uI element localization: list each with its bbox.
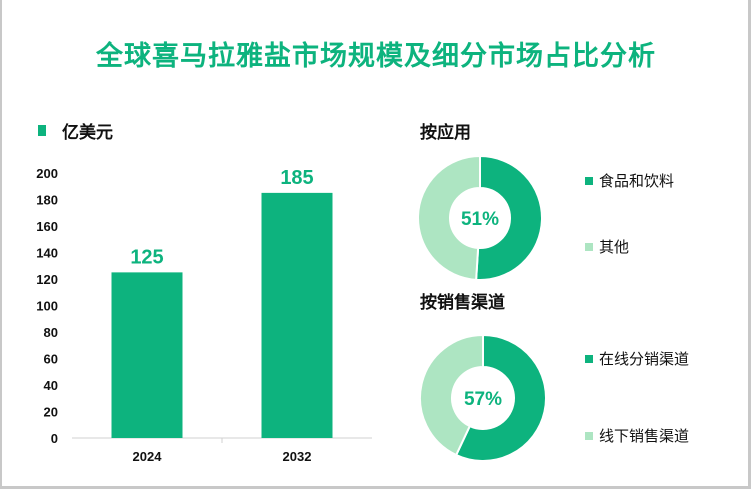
legend-label: 线下销售渠道 xyxy=(599,427,690,445)
donut-center-label: 57% xyxy=(464,389,502,410)
x-tick-label: 2032 xyxy=(283,449,312,464)
x-tick-label: 2024 xyxy=(133,449,163,464)
page-title: 全球喜马拉雅盐市场规模及细分市场占比分析 xyxy=(96,41,656,72)
donut-center-label: 51% xyxy=(461,209,499,230)
y-tick-label: 60 xyxy=(44,352,58,367)
bar xyxy=(261,192,333,438)
legend-swatch xyxy=(38,125,46,136)
donut-title-channel: 按销售渠道 xyxy=(420,293,505,313)
data-label: 125 xyxy=(130,246,163,268)
donut-slice xyxy=(475,154,543,281)
y-tick-label: 80 xyxy=(44,325,58,340)
legend-label: 其他 xyxy=(599,238,630,256)
y-tick-label: 20 xyxy=(44,405,58,420)
donut-slice xyxy=(417,154,481,281)
bar-legend: 亿美元 xyxy=(38,118,113,143)
y-tick-label: 160 xyxy=(36,219,58,234)
legend-item: 食品和饮料 xyxy=(585,170,674,191)
y-tick-label: 180 xyxy=(36,193,58,208)
donut-slice xyxy=(419,333,484,457)
legend-swatch xyxy=(585,431,593,440)
legend-item: 线下销售渠道 xyxy=(585,425,689,446)
legend-swatch xyxy=(585,354,593,363)
y-tick-label: 0 xyxy=(51,431,58,446)
donut-slice xyxy=(454,333,547,462)
bar xyxy=(111,272,183,438)
bar-legend-label: 亿美元 xyxy=(62,123,113,143)
y-tick-label: 100 xyxy=(36,299,58,314)
legend-item: 在线分销渠道 xyxy=(585,348,689,369)
legend-swatch xyxy=(585,242,593,251)
legend-swatch xyxy=(585,176,593,185)
data-label: 185 xyxy=(280,167,313,189)
legend-label: 食品和饮料 xyxy=(599,172,675,190)
legend-item: 其他 xyxy=(585,236,629,257)
y-tick-label: 40 xyxy=(44,378,58,393)
y-tick-label: 200 xyxy=(36,166,58,181)
y-tick-label: 120 xyxy=(36,272,58,287)
y-tick-label: 140 xyxy=(36,246,58,261)
donut-title-application: 按应用 xyxy=(420,123,471,143)
legend-label: 在线分销渠道 xyxy=(599,350,690,368)
